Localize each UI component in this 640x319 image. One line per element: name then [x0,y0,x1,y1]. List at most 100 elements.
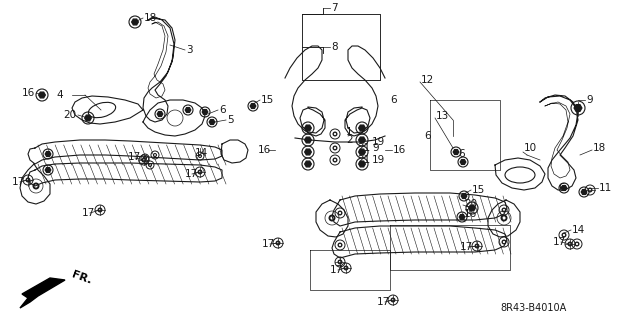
Text: 4: 4 [56,90,63,100]
Polygon shape [157,112,163,116]
Text: 12: 12 [421,75,435,85]
Text: FR.: FR. [70,270,93,286]
Circle shape [333,131,337,137]
Circle shape [337,259,342,264]
Circle shape [334,133,336,135]
Text: 19: 19 [372,155,385,165]
Polygon shape [250,104,256,108]
Circle shape [576,243,578,245]
Polygon shape [185,108,191,112]
Text: 8R43-B4010A: 8R43-B4010A [500,303,566,313]
Polygon shape [20,278,65,308]
Circle shape [154,154,156,156]
Circle shape [561,233,566,238]
Circle shape [568,241,573,247]
Text: 21: 21 [357,155,371,165]
Polygon shape [305,137,311,143]
Polygon shape [45,167,51,172]
Polygon shape [574,105,582,111]
Text: 14: 14 [572,225,585,235]
Circle shape [330,216,333,219]
Circle shape [502,240,506,244]
Circle shape [339,244,341,246]
Circle shape [99,209,101,211]
Circle shape [502,207,506,212]
Polygon shape [358,149,365,155]
Polygon shape [305,149,311,155]
Circle shape [500,214,508,221]
Circle shape [144,157,146,159]
Text: 15: 15 [261,95,275,105]
Polygon shape [305,125,311,131]
Text: 6: 6 [558,183,564,193]
Polygon shape [581,189,587,194]
Circle shape [503,209,505,211]
Circle shape [339,212,341,214]
Text: 17: 17 [185,169,198,179]
Text: 16: 16 [464,209,477,219]
Circle shape [589,189,591,191]
Circle shape [345,267,347,269]
Circle shape [277,242,279,244]
Circle shape [588,188,593,192]
Polygon shape [209,120,215,124]
Text: 16: 16 [393,145,406,155]
Circle shape [476,245,478,247]
Circle shape [563,234,565,236]
Text: 18: 18 [593,143,606,153]
Polygon shape [561,186,567,190]
Circle shape [334,147,336,149]
Polygon shape [460,160,466,164]
Text: 15: 15 [472,185,485,195]
Polygon shape [358,161,365,167]
Polygon shape [84,115,92,121]
Polygon shape [38,92,45,98]
Polygon shape [305,161,311,167]
Text: 6: 6 [219,105,226,115]
Polygon shape [461,194,467,198]
Circle shape [328,214,335,221]
Text: 17: 17 [460,242,473,252]
Circle shape [143,156,147,160]
Circle shape [143,159,145,161]
Text: 10: 10 [524,143,537,153]
Circle shape [575,241,579,247]
Text: 17: 17 [553,237,566,247]
Text: 18: 18 [144,13,157,23]
Circle shape [569,243,571,245]
Text: 13: 13 [436,111,449,121]
Circle shape [337,242,342,248]
Polygon shape [45,152,51,156]
Text: 3: 3 [186,45,193,55]
Polygon shape [453,150,459,154]
Circle shape [333,145,337,151]
Circle shape [198,154,202,158]
Circle shape [344,265,349,271]
Circle shape [27,179,29,181]
Text: 2: 2 [346,135,353,145]
Text: 14: 14 [195,148,208,158]
Circle shape [198,169,202,174]
Text: 6: 6 [458,149,465,159]
Text: 9: 9 [586,95,593,105]
Circle shape [275,241,280,246]
Text: 1: 1 [346,127,353,137]
Circle shape [33,182,40,189]
Bar [302,14,380,80]
Circle shape [199,155,201,157]
Polygon shape [132,19,138,25]
Text: 5: 5 [227,115,234,125]
Circle shape [502,216,506,219]
Circle shape [35,184,38,188]
Text: 20: 20 [464,199,477,209]
Text: 11: 11 [599,183,612,193]
Polygon shape [460,215,465,219]
Text: 17: 17 [128,152,141,162]
Text: 17: 17 [262,239,275,249]
Circle shape [334,159,336,161]
Circle shape [392,299,394,301]
Text: 8: 8 [331,42,338,52]
Circle shape [153,153,157,157]
Text: 6: 6 [424,131,431,141]
Text: 16: 16 [22,88,35,98]
